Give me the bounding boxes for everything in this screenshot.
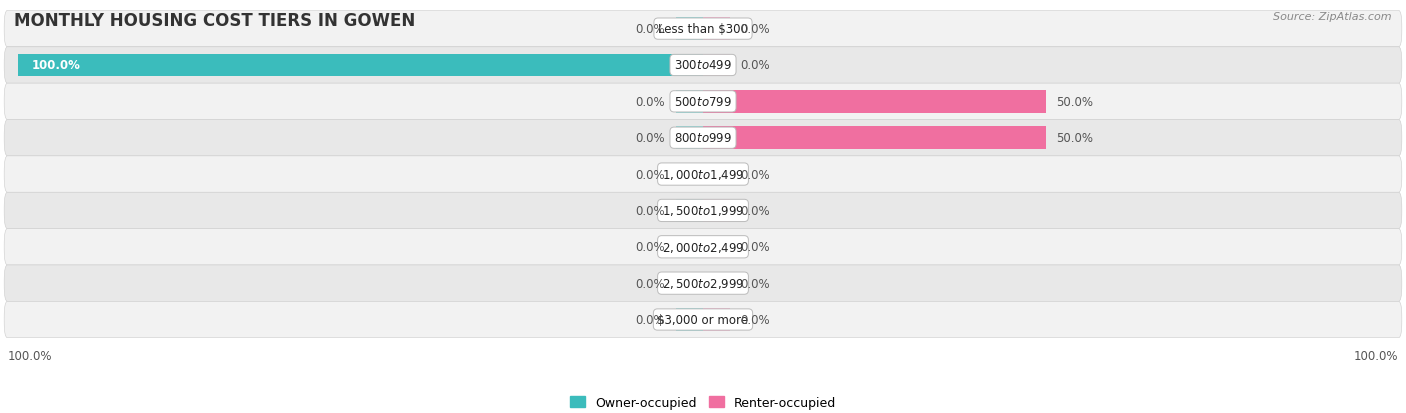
Text: $1,000 to $1,499: $1,000 to $1,499: [662, 168, 744, 182]
Bar: [676, 55, 703, 77]
Text: 50.0%: 50.0%: [1056, 95, 1092, 109]
Text: 0.0%: 0.0%: [741, 277, 770, 290]
Text: 0.0%: 0.0%: [741, 23, 770, 36]
FancyBboxPatch shape: [4, 193, 1402, 229]
FancyBboxPatch shape: [4, 301, 1402, 338]
Text: 0.0%: 0.0%: [741, 168, 770, 181]
Text: 0.0%: 0.0%: [636, 95, 665, 109]
Text: 0.0%: 0.0%: [741, 204, 770, 217]
Text: MONTHLY HOUSING COST TIERS IN GOWEN: MONTHLY HOUSING COST TIERS IN GOWEN: [14, 12, 415, 30]
FancyBboxPatch shape: [4, 265, 1402, 301]
FancyBboxPatch shape: [4, 157, 1402, 193]
FancyBboxPatch shape: [4, 12, 1402, 47]
Bar: [703, 91, 1046, 113]
Bar: [703, 127, 1046, 150]
Text: 0.0%: 0.0%: [741, 241, 770, 254]
Bar: [676, 127, 703, 150]
Text: 50.0%: 50.0%: [1056, 132, 1092, 145]
Text: $2,500 to $2,999: $2,500 to $2,999: [662, 276, 744, 290]
Text: Less than $300: Less than $300: [658, 23, 748, 36]
Text: $1,500 to $1,999: $1,500 to $1,999: [662, 204, 744, 218]
Text: 0.0%: 0.0%: [636, 23, 665, 36]
Bar: [703, 164, 730, 186]
FancyBboxPatch shape: [4, 120, 1402, 157]
Bar: [703, 309, 730, 331]
FancyBboxPatch shape: [4, 47, 1402, 84]
Text: 0.0%: 0.0%: [636, 241, 665, 254]
Bar: [676, 272, 703, 295]
Text: 0.0%: 0.0%: [741, 313, 770, 326]
Bar: [676, 91, 703, 113]
Text: 0.0%: 0.0%: [636, 204, 665, 217]
Bar: [676, 199, 703, 222]
Text: 100.0%: 100.0%: [1354, 349, 1399, 363]
Text: 100.0%: 100.0%: [31, 59, 80, 72]
Text: 0.0%: 0.0%: [741, 59, 770, 72]
Text: 0.0%: 0.0%: [636, 277, 665, 290]
Text: $2,000 to $2,499: $2,000 to $2,499: [662, 240, 744, 254]
Bar: [676, 18, 703, 41]
Bar: [676, 236, 703, 259]
FancyBboxPatch shape: [4, 84, 1402, 120]
Bar: [18, 55, 703, 77]
Bar: [703, 272, 730, 295]
Bar: [703, 91, 730, 113]
Bar: [703, 18, 730, 41]
Text: $3,000 or more: $3,000 or more: [658, 313, 748, 326]
Legend: Owner-occupied, Renter-occupied: Owner-occupied, Renter-occupied: [565, 391, 841, 413]
Text: 0.0%: 0.0%: [636, 132, 665, 145]
Text: $300 to $499: $300 to $499: [673, 59, 733, 72]
Bar: [703, 55, 730, 77]
Text: 0.0%: 0.0%: [636, 313, 665, 326]
Text: 0.0%: 0.0%: [636, 168, 665, 181]
Bar: [703, 236, 730, 259]
Text: $500 to $799: $500 to $799: [673, 95, 733, 109]
Text: 100.0%: 100.0%: [7, 349, 52, 363]
Bar: [676, 164, 703, 186]
Bar: [676, 309, 703, 331]
Bar: [703, 199, 730, 222]
Bar: [703, 127, 730, 150]
Text: Source: ZipAtlas.com: Source: ZipAtlas.com: [1274, 12, 1392, 22]
FancyBboxPatch shape: [4, 229, 1402, 265]
Text: $800 to $999: $800 to $999: [673, 132, 733, 145]
